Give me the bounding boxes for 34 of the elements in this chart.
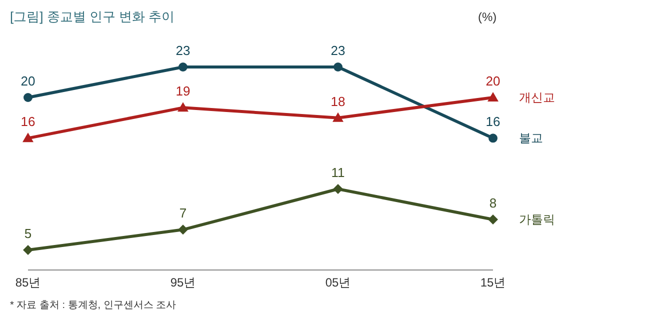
series-label: 가톨릭 <box>519 212 555 226</box>
series-label: 개신교 <box>519 90 555 104</box>
point <box>178 224 188 235</box>
data-label: 23 <box>176 43 190 58</box>
data-label: 20 <box>486 74 500 88</box>
data-label: 16 <box>486 114 500 130</box>
data-label: 18 <box>330 94 346 109</box>
x-tick-label: 05년 <box>325 276 351 290</box>
data-label: 16 <box>20 114 36 130</box>
data-label: 8 <box>489 196 497 210</box>
x-tick-label: 85년 <box>15 276 41 290</box>
point <box>178 102 188 112</box>
point <box>22 132 34 142</box>
chart-title: [그림] 종교별 인구 변화 추이 <box>10 8 175 26</box>
data-label: 23 <box>330 43 346 58</box>
data-label: 19 <box>176 84 190 99</box>
data-label: 7 <box>179 206 187 221</box>
point <box>334 62 342 72</box>
series-label: 불교 <box>519 131 543 146</box>
point <box>332 112 344 122</box>
point <box>333 184 343 194</box>
x-tick-label: 95년 <box>170 276 196 290</box>
point <box>178 62 188 72</box>
text: (%) <box>478 10 497 24</box>
point <box>488 214 498 224</box>
text: * 자료 출처 : 통계청, 인구센서스 조사 <box>10 299 176 312</box>
data-label: 20 <box>20 74 36 88</box>
data-label: 11 <box>331 165 345 180</box>
x-tick-label: 15년 <box>480 276 506 290</box>
point <box>488 92 498 102</box>
data-label: 5 <box>24 226 32 241</box>
point <box>23 245 33 255</box>
point <box>24 93 32 102</box>
point <box>488 134 498 143</box>
